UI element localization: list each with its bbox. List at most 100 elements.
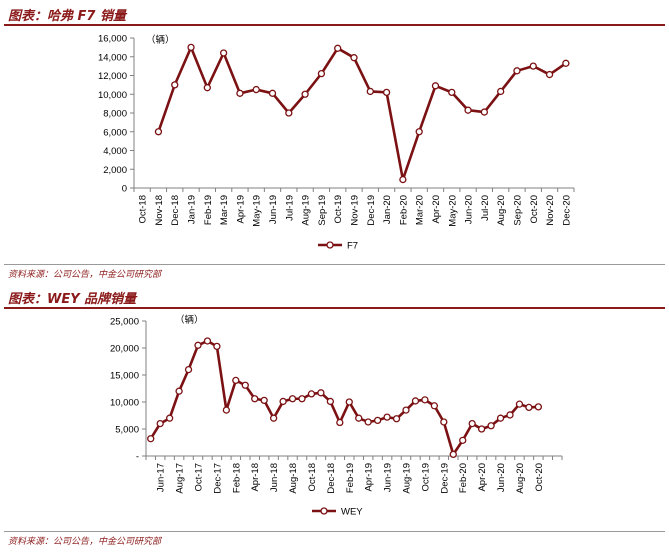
f7-data-point bbox=[219, 49, 228, 57]
f7-legend-marker bbox=[326, 241, 334, 249]
wey-x-tick-label: Feb-18 bbox=[231, 463, 242, 493]
figure2-source: 资料来源：公司公告，中金公司研究部 bbox=[8, 537, 162, 547]
f7-legend-label: F7 bbox=[347, 241, 358, 252]
wey-data-point bbox=[336, 418, 344, 427]
wey-legend-marker bbox=[320, 507, 328, 515]
f7-x-tick-label: Oct-19 bbox=[333, 195, 344, 224]
f7-data-point bbox=[497, 87, 505, 96]
f7-data-point bbox=[252, 85, 260, 94]
wey-x-tick-label: Oct-17 bbox=[194, 463, 205, 492]
f7-x-tick-label: Nov-18 bbox=[154, 195, 165, 226]
wey-data-point bbox=[525, 403, 533, 412]
f7-data-point bbox=[448, 88, 456, 97]
f7-x-tick-label: Jan-19 bbox=[187, 195, 198, 224]
wey-data-point bbox=[241, 381, 249, 389]
f7-x-tick-label: Dec-19 bbox=[366, 195, 377, 226]
f7-y-tick-label: 10,000 bbox=[98, 90, 127, 101]
wey-x-tick-label: Aug-17 bbox=[175, 463, 186, 494]
wey-x-tick-label: Aug-18 bbox=[288, 463, 299, 494]
wey-data-point bbox=[468, 419, 476, 428]
wey-legend-label: WEY bbox=[341, 507, 363, 518]
f7-x-tick-label: Feb-19 bbox=[203, 195, 214, 225]
wey-data-point bbox=[449, 450, 457, 459]
f7-data-point bbox=[545, 70, 554, 79]
wey-data-point bbox=[345, 398, 353, 406]
f7-x-tick-label: Dec-18 bbox=[170, 195, 181, 226]
wey-data-point bbox=[232, 376, 240, 385]
wey-data-point bbox=[477, 425, 486, 433]
f7-x-tick-label: Jan-20 bbox=[382, 195, 393, 224]
wey-x-tick-label: Feb-19 bbox=[345, 463, 356, 493]
wey-data-point bbox=[251, 395, 259, 403]
f7-y-tick-label: 2,000 bbox=[103, 165, 127, 176]
wey-x-tick-label: Aug-19 bbox=[402, 463, 413, 494]
wey-data-point bbox=[364, 418, 372, 426]
wey-sales-chart: - 5,000 10,000 15,000 20,000 25,000 （辆） Jun-17 A… bbox=[110, 314, 563, 518]
figure2-title-rule bbox=[4, 307, 665, 309]
wey-data-point bbox=[392, 415, 401, 423]
figure1-title-rule bbox=[4, 24, 665, 26]
wey-data-point bbox=[534, 403, 543, 411]
wey-data-point bbox=[383, 413, 391, 421]
f7-y-tick-label: 16,000 bbox=[98, 34, 127, 45]
wey-x-tick-label: Oct-19 bbox=[420, 463, 431, 492]
wey-data-point bbox=[421, 396, 429, 404]
wey-data-point bbox=[373, 416, 382, 425]
wey-x-tick-label: Oct-18 bbox=[307, 463, 318, 492]
wey-x-tick-label: Oct-20 bbox=[534, 463, 545, 492]
wey-data-point bbox=[307, 390, 316, 398]
f7-data-point bbox=[268, 89, 277, 97]
figure1-title: 图表：哈弗 F7 销量 bbox=[8, 9, 126, 24]
wey-x-tick-label: Feb-20 bbox=[458, 463, 469, 493]
f7-x-tick-label: Aug-20 bbox=[496, 195, 507, 226]
wey-data-point bbox=[515, 400, 524, 408]
f7-data-point bbox=[350, 54, 358, 62]
wey-data-point bbox=[506, 411, 514, 419]
f7-data-point bbox=[382, 88, 391, 97]
f7-y-tick-label: 12,000 bbox=[98, 71, 127, 82]
f7-data-point bbox=[171, 81, 179, 89]
wey-y-tick-label: 10,000 bbox=[110, 398, 139, 409]
figure2-title: 图表：WEY 品牌销量 bbox=[8, 292, 137, 307]
wey-data-point bbox=[411, 397, 420, 405]
f7-x-tick-label: Apr-19 bbox=[235, 195, 246, 224]
f7-x-tick-label: Apr-20 bbox=[431, 195, 442, 224]
wey-data-point bbox=[279, 397, 287, 406]
wey-x-tick-label: Jun-17 bbox=[156, 463, 167, 492]
f7-x-tick-label: Oct-18 bbox=[138, 195, 149, 224]
f7-data-point bbox=[366, 87, 374, 96]
f7-data-point bbox=[334, 44, 342, 52]
f7-data-point bbox=[529, 62, 537, 70]
f7-data-point bbox=[480, 108, 489, 116]
wey-x-tick-label: Dec-18 bbox=[326, 463, 337, 494]
f7-x-tick-label: Sep-19 bbox=[317, 195, 328, 226]
wey-data-point bbox=[165, 414, 174, 422]
wey-data-point bbox=[326, 397, 335, 406]
wey-x-tick-label: Dec-17 bbox=[212, 463, 223, 494]
wey-data-point bbox=[459, 436, 467, 444]
f7-data-point bbox=[513, 67, 521, 75]
wey-series-line bbox=[149, 339, 539, 456]
wey-y-tick-label: 25,000 bbox=[110, 317, 139, 328]
f7-data-point bbox=[236, 89, 244, 97]
wey-data-point bbox=[317, 389, 325, 397]
wey-x-tick-label: Aug-20 bbox=[515, 463, 526, 494]
wey-data-point bbox=[156, 419, 164, 428]
figure2-source-rule bbox=[4, 531, 665, 532]
f7-x-tick-label: Aug-19 bbox=[301, 195, 312, 226]
wey-data-point bbox=[298, 395, 306, 403]
f7-data-point bbox=[154, 128, 163, 136]
f7-x-tick-label: May-20 bbox=[447, 195, 458, 227]
f7-x-tick-label: Dec-20 bbox=[561, 195, 572, 226]
f7-data-point bbox=[464, 106, 472, 114]
f7-y-tick-label: 6,000 bbox=[103, 127, 127, 138]
f7-data-point bbox=[317, 69, 326, 78]
f7-data-point bbox=[187, 43, 195, 52]
f7-y-tick-label: 8,000 bbox=[103, 109, 127, 120]
wey-x-tick-label: Jun-20 bbox=[496, 463, 507, 492]
f7-data-point bbox=[431, 82, 440, 90]
wey-y-tick-label: 15,000 bbox=[110, 371, 139, 382]
f7-x-tick-label: Jun-19 bbox=[268, 195, 279, 224]
wey-x-tick-label: Jun-18 bbox=[269, 463, 280, 492]
f7-data-point bbox=[301, 90, 309, 98]
